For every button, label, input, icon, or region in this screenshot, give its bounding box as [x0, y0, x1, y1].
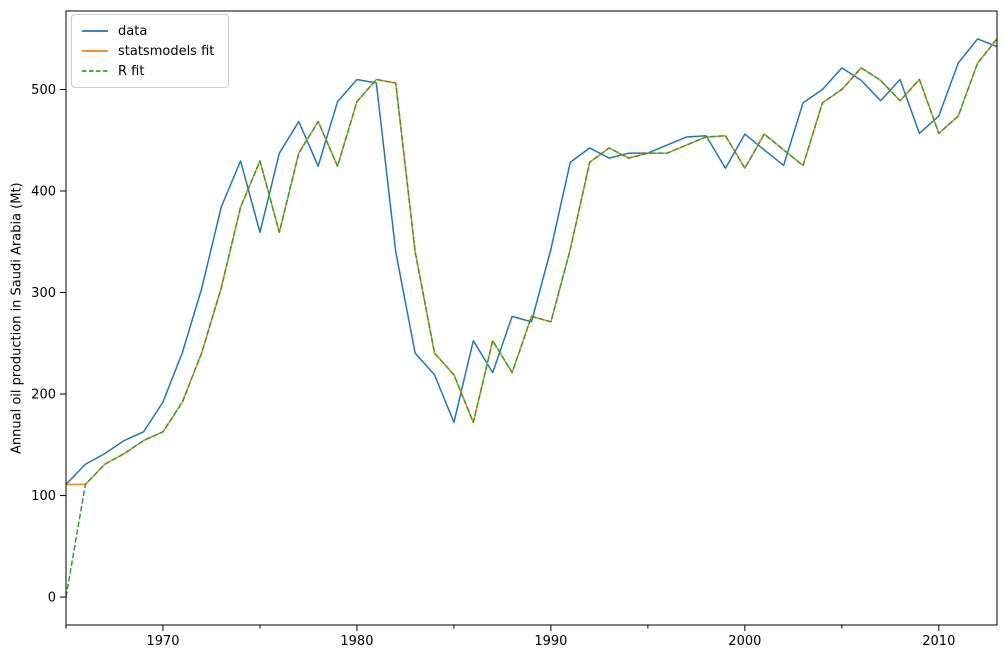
x-tick-label: 2010: [922, 634, 955, 649]
y-tick-label: 300: [31, 286, 56, 301]
y-axis-label: Annual oil production in Saudi Arabia (M…: [9, 182, 25, 454]
y-tick-label: 200: [31, 388, 56, 403]
y-tick-label: 0: [48, 591, 56, 606]
y-tick-label: 400: [31, 184, 56, 199]
y-tick-label: 100: [31, 489, 56, 504]
x-tick-label: 1990: [534, 634, 567, 649]
legend-item-data: data: [81, 21, 219, 41]
y-tick-label: 500: [31, 83, 56, 98]
x-tick-label: 1970: [146, 634, 179, 649]
x-tick-label: 2000: [728, 634, 761, 649]
legend-item-statsmodels-fit: statsmodels fit: [81, 41, 219, 61]
series-line-r-fit: [65, 38, 998, 598]
legend-label-statsmodels-fit: statsmodels fit: [118, 43, 215, 59]
series-line-data: [65, 38, 998, 485]
x-tick-label: 1980: [340, 634, 373, 649]
legend-label-r-fit: R fit: [118, 63, 145, 79]
legend-item-r-fit: R fit: [81, 61, 219, 81]
legend-line-sample-r-fit: [82, 70, 108, 72]
series-line-statsmodels-fit: [66, 38, 998, 486]
axes-spines: [65, 10, 998, 626]
legend: data statsmodels fit R fit: [71, 14, 229, 88]
legend-line-sample-data: [82, 30, 108, 32]
legend-label-data: data: [118, 23, 148, 39]
legend-line-sample-statsmodels-fit: [82, 50, 108, 52]
